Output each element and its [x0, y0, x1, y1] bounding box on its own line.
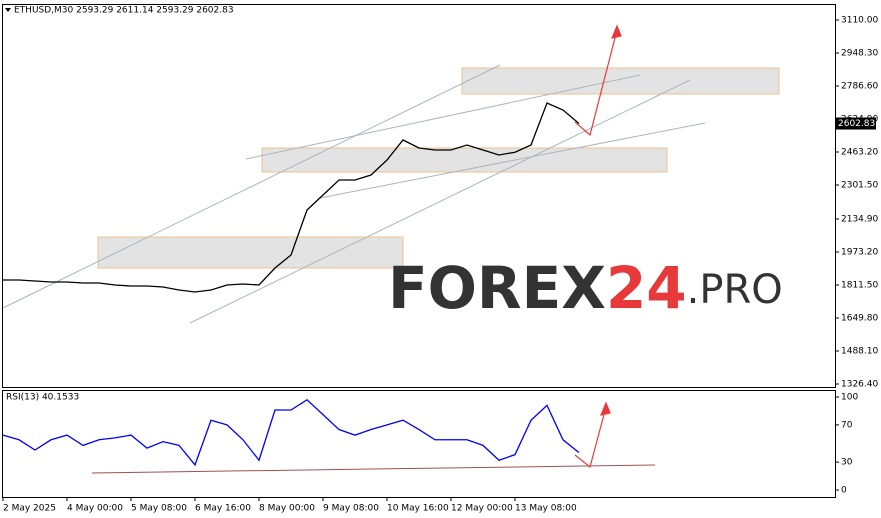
y-tick-label: 1811.50	[841, 281, 878, 291]
trend-line	[2, 64, 501, 309]
arrows	[574, 24, 622, 469]
y-tick-label: 2134.90	[841, 215, 878, 225]
x-tick-label: 4 May 00:00	[67, 504, 123, 514]
watermark: FOREX24.PRO	[388, 254, 783, 322]
price-label-box	[836, 117, 876, 130]
zone	[261, 147, 668, 173]
y-tick-label: 70	[841, 420, 853, 430]
x-tick-label: 10 May 16:00	[387, 504, 449, 514]
wm-part: 24	[606, 254, 687, 322]
price-title: ETHUSD,M30 2593.29 2611.14 2593.29 2602.…	[14, 6, 234, 16]
rsi-title: RSI(13) 40.1533	[6, 393, 79, 403]
trend-line	[319, 122, 706, 199]
menu-icon	[5, 8, 11, 12]
arrow-head	[600, 401, 611, 416]
arrow	[574, 406, 607, 469]
y-tick-label: 30	[841, 458, 853, 468]
x-tick-label: 12 May 00:00	[451, 504, 513, 514]
y-tick-label: 3110.00	[841, 16, 878, 26]
zone	[97, 236, 404, 269]
rsi-pane	[2, 390, 836, 498]
x-tick-label: 9 May 08:00	[323, 504, 379, 514]
y-tick-label: 2948.30	[841, 49, 878, 59]
y-tick-label: 2463.20	[841, 148, 878, 158]
x-tick-label: 6 May 16:00	[195, 504, 251, 514]
price-pane	[2, 4, 836, 388]
y-tick-label: 1973.20	[841, 248, 878, 258]
y-tick-label: 1649.80	[841, 314, 878, 324]
series-line	[3, 102, 580, 293]
price-label: 2602.83	[838, 119, 875, 129]
x-tick-label: 5 May 08:00	[131, 504, 187, 514]
arrow-head	[611, 24, 622, 39]
arrow	[574, 29, 618, 137]
wm-part: FOREX	[388, 254, 606, 322]
y-tick-label: 2301.50	[841, 181, 878, 191]
wm-part: .PRO	[687, 267, 783, 313]
trend-lines	[2, 64, 706, 474]
y-tick-label: 1488.10	[841, 347, 878, 357]
watermark-text: FOREX24.PRO	[388, 254, 783, 322]
trend-line	[245, 74, 641, 160]
y-tick-label: 1326.40	[841, 380, 878, 390]
y-tick-label: 100	[841, 392, 858, 402]
zone	[461, 67, 780, 95]
zones	[97, 67, 780, 269]
x-tick-label: 2 May 2025	[3, 504, 56, 514]
trend-line	[189, 79, 691, 324]
y-tick-label: 0	[841, 486, 847, 496]
x-tick-label: 13 May 08:00	[515, 504, 577, 514]
x-tick-label: 8 May 00:00	[259, 504, 315, 514]
y-tick-label: 2786.60	[841, 82, 878, 92]
trend-line	[91, 464, 656, 474]
series-line	[2, 398, 580, 467]
